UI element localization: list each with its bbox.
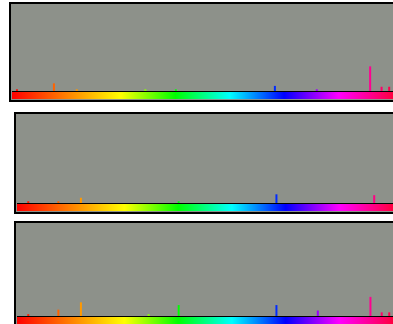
spike bbox=[369, 297, 371, 316]
spike bbox=[373, 195, 375, 203]
spike bbox=[317, 311, 319, 316]
spike bbox=[178, 201, 180, 203]
spike bbox=[388, 87, 390, 91]
hue-bar bbox=[17, 204, 393, 211]
hue-bar bbox=[12, 92, 393, 99]
spike bbox=[381, 87, 383, 91]
spike bbox=[80, 302, 82, 316]
spike bbox=[369, 66, 371, 91]
spike bbox=[57, 201, 59, 203]
spike bbox=[388, 312, 390, 316]
spike bbox=[381, 312, 383, 316]
spike bbox=[275, 194, 277, 203]
spike bbox=[144, 89, 146, 91]
spike bbox=[178, 305, 180, 316]
hue-bar bbox=[17, 317, 393, 324]
spike bbox=[57, 310, 59, 316]
spike bbox=[27, 201, 29, 203]
spike bbox=[274, 86, 276, 91]
spike bbox=[53, 83, 55, 91]
panel bbox=[15, 222, 393, 324]
histogram-stack bbox=[0, 0, 393, 324]
page: (() => { const data = JSON.parse(documen… bbox=[0, 0, 393, 324]
spike bbox=[76, 89, 78, 91]
spike bbox=[148, 314, 150, 316]
panel bbox=[10, 3, 393, 101]
spike bbox=[316, 89, 318, 91]
spike bbox=[27, 314, 29, 316]
spike bbox=[275, 305, 277, 316]
spike bbox=[80, 198, 82, 203]
panel bbox=[15, 113, 393, 213]
spike bbox=[16, 89, 18, 91]
spike bbox=[175, 89, 177, 91]
